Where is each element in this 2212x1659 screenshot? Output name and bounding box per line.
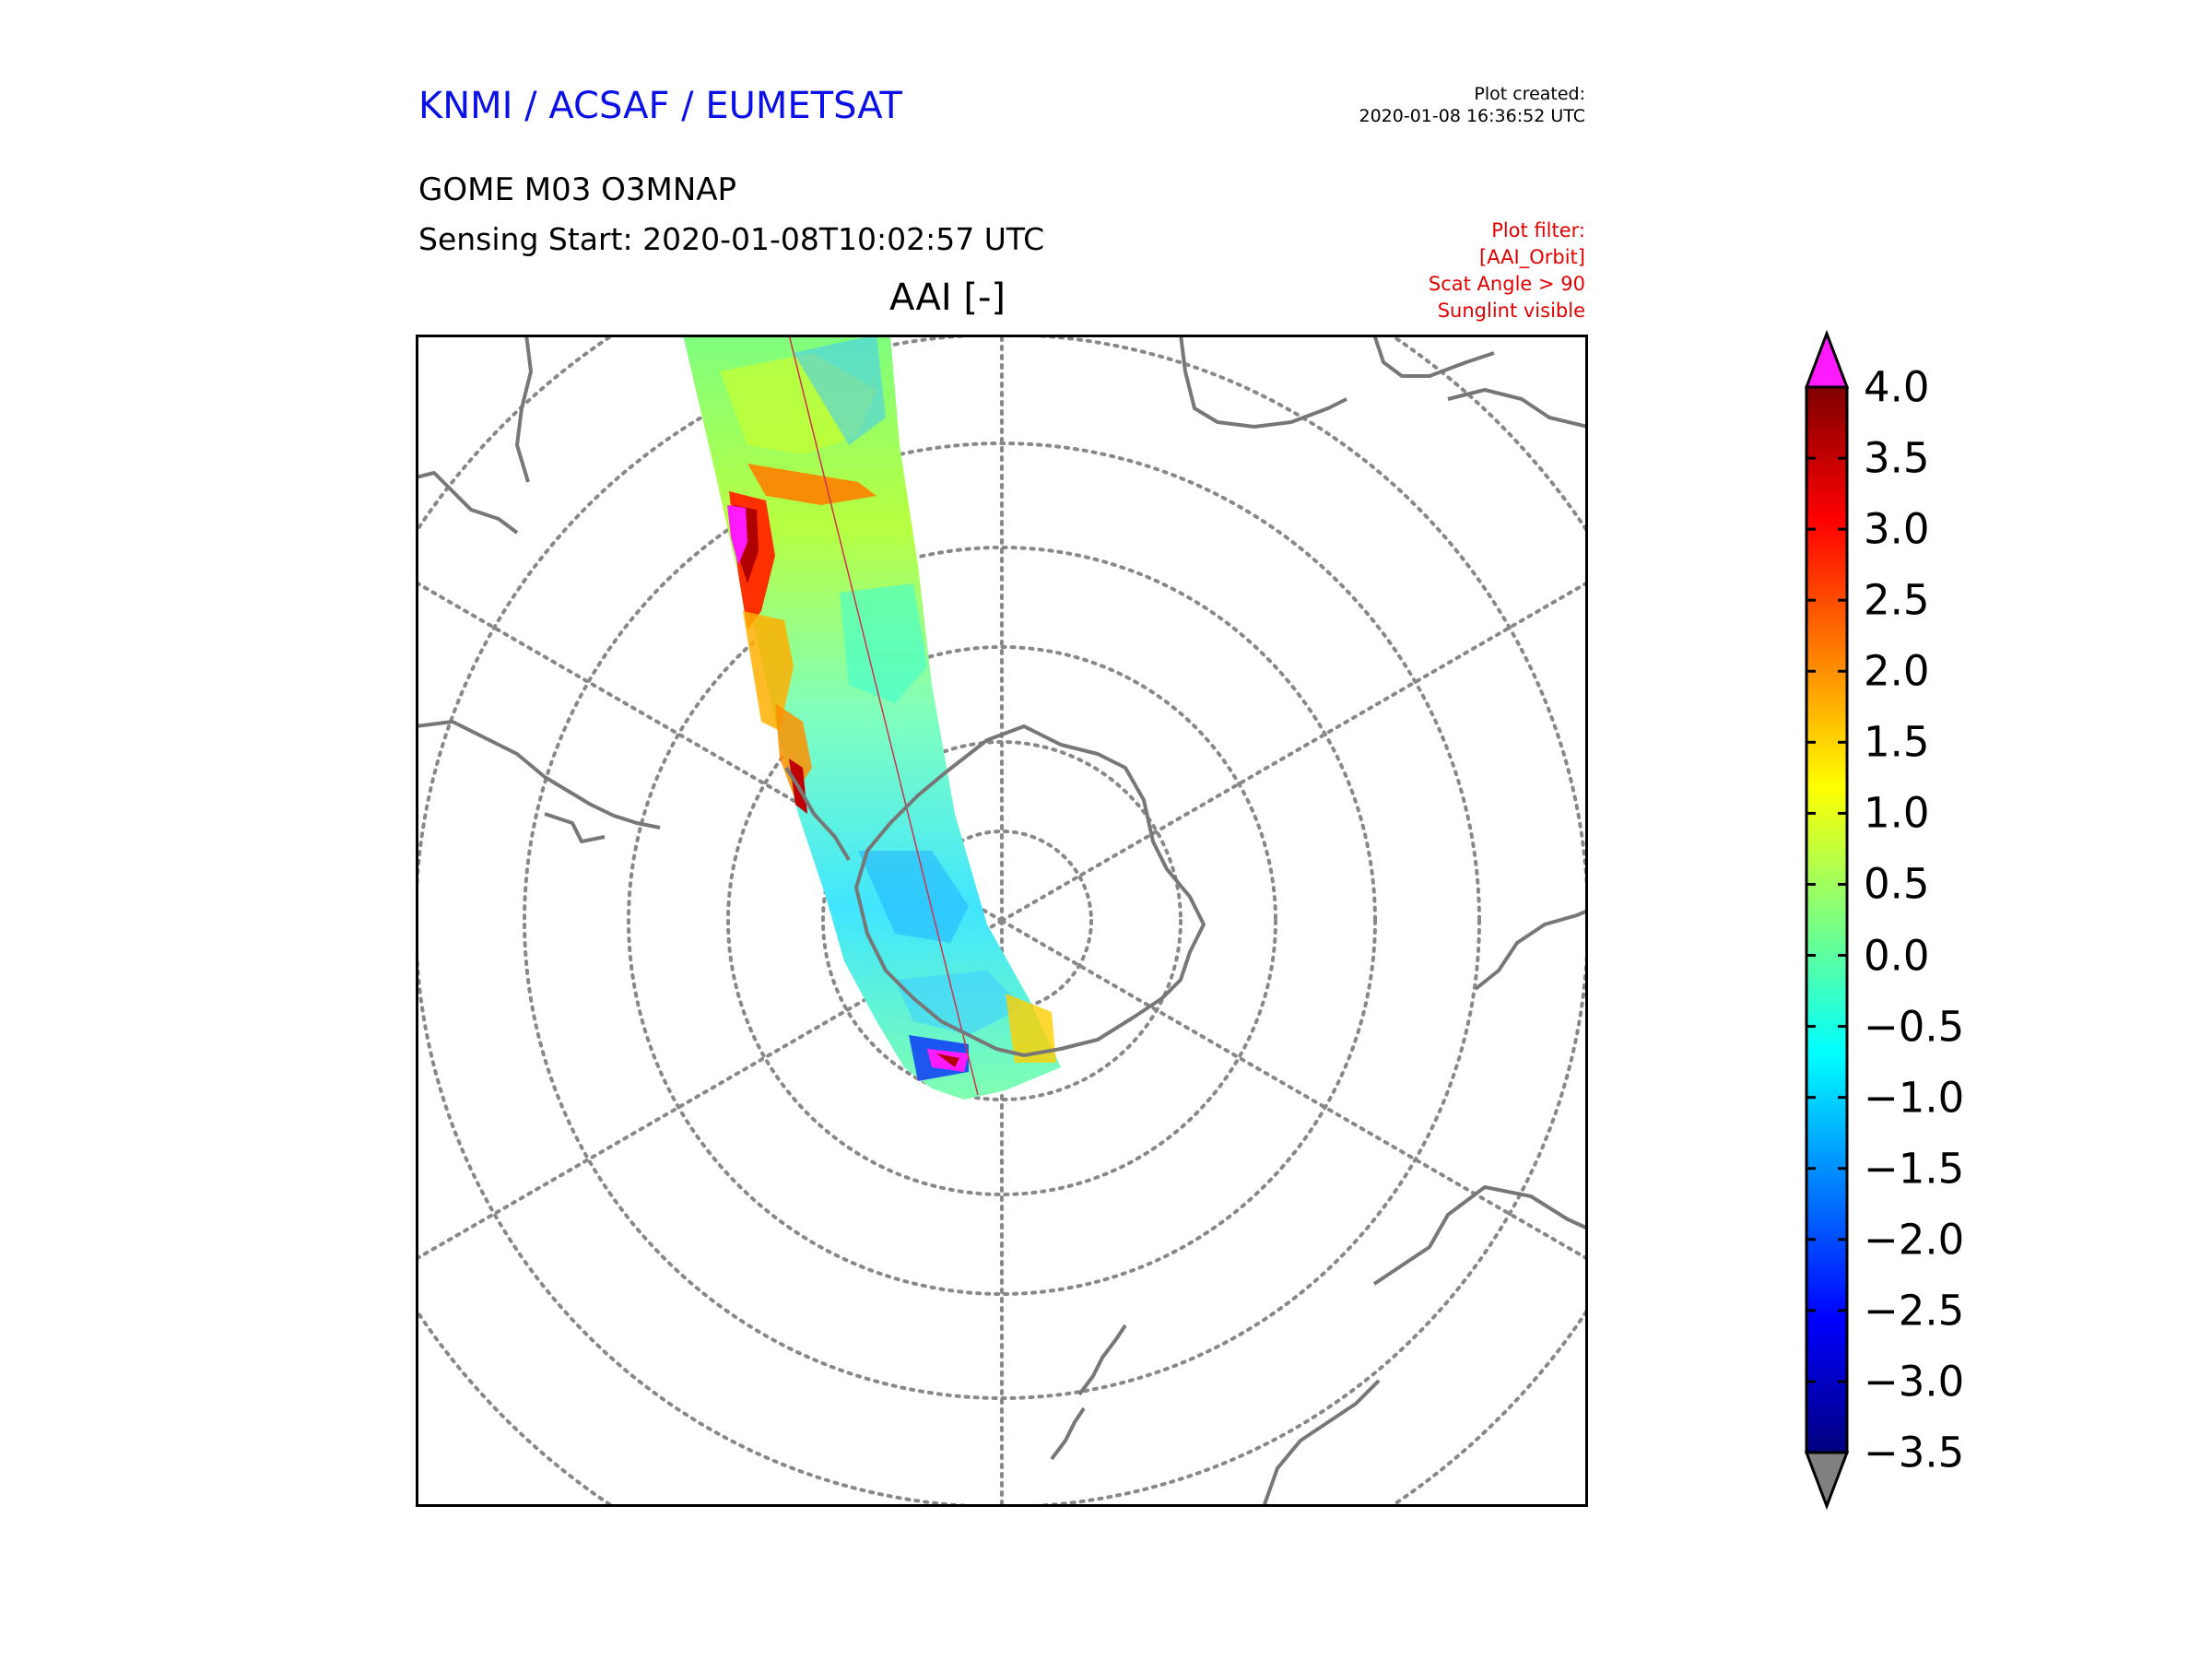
colorbar-gradient xyxy=(1805,385,1849,1454)
colorbar-tick-label: −1.0 xyxy=(1864,1073,1965,1123)
map-frame xyxy=(416,335,1588,1507)
sensing-start: Sensing Start: 2020-01-08T10:02:57 UTC xyxy=(418,221,1045,257)
filter-line: [AAI_Orbit] xyxy=(1479,246,1585,268)
antarctic-peninsula xyxy=(784,766,851,862)
australia-coast xyxy=(1474,909,1588,991)
colorbar-under-arrow xyxy=(1804,1451,1850,1510)
south-america-coast xyxy=(416,471,519,535)
drake-coast xyxy=(416,720,661,830)
madagascar-coast xyxy=(1447,388,1588,429)
latitude-circle xyxy=(627,546,1377,1296)
colorbar-tick-label: 4.0 xyxy=(1864,362,1930,412)
colorbar-tick-label: 2.0 xyxy=(1864,646,1930,696)
new-zealand-coast xyxy=(1077,1324,1127,1396)
australia-coast xyxy=(1262,1379,1381,1507)
plot-filter: Plot filter: [AAI_Orbit] Scat Angle > 90… xyxy=(1429,218,1585,324)
colorbar-tick-label: 3.0 xyxy=(1864,504,1930,554)
filter-line: Sunglint visible xyxy=(1437,300,1585,322)
coastlines xyxy=(416,335,1588,1507)
map-title: AAI [-] xyxy=(889,276,1006,319)
colorbar-tick-label: −0.5 xyxy=(1864,1002,1965,1052)
colorbar xyxy=(1804,330,1850,1510)
antarctica-coast xyxy=(854,724,1206,1057)
colorbar-tick-label: −2.5 xyxy=(1864,1286,1965,1335)
created-time: 2020-01-08 16:36:52 UTC xyxy=(1359,106,1586,126)
meridian-line xyxy=(1000,919,1588,1262)
orbit-track xyxy=(788,335,979,1096)
colorbar-tick-label: 3.5 xyxy=(1864,433,1930,483)
australia-coast xyxy=(1372,1185,1588,1286)
colorbar-tick-label: 1.5 xyxy=(1864,717,1930,767)
colorbar-tick-label: 0.0 xyxy=(1864,931,1930,981)
filter-line: Scat Angle > 90 xyxy=(1428,273,1585,295)
product-title: GOME M03 O3MNAP xyxy=(418,171,737,208)
agency-title: KNMI / ACSAF / EUMETSAT xyxy=(418,85,902,127)
africa-coast xyxy=(1179,335,1347,429)
colorbar-tick-label: 0.5 xyxy=(1864,859,1930,909)
africa-coast xyxy=(1372,335,1495,378)
plot-created-info: Plot created: 2020-01-08 16:36:52 UTC xyxy=(1359,83,1586,127)
south-america-coast xyxy=(515,335,533,483)
new-zealand-coast xyxy=(1050,1406,1086,1461)
colorbar-tick-label: −2.0 xyxy=(1864,1215,1965,1265)
meridian-line xyxy=(1000,580,1588,923)
colorbar-tick-label: −3.0 xyxy=(1864,1357,1965,1406)
colorbar-tick-label: −3.5 xyxy=(1864,1428,1965,1477)
island-coast xyxy=(544,812,606,843)
colorbar-tick-label: 1.0 xyxy=(1864,788,1930,838)
colorbar-tick-label: −1.5 xyxy=(1864,1144,1965,1194)
colorbar-tick-label: 2.5 xyxy=(1864,575,1930,625)
latitude-circle xyxy=(726,645,1277,1196)
created-label: Plot created: xyxy=(1474,84,1585,104)
polar-map xyxy=(416,335,1588,1507)
filter-line: Plot filter: xyxy=(1491,219,1585,241)
colorbar-over-arrow xyxy=(1804,330,1850,389)
